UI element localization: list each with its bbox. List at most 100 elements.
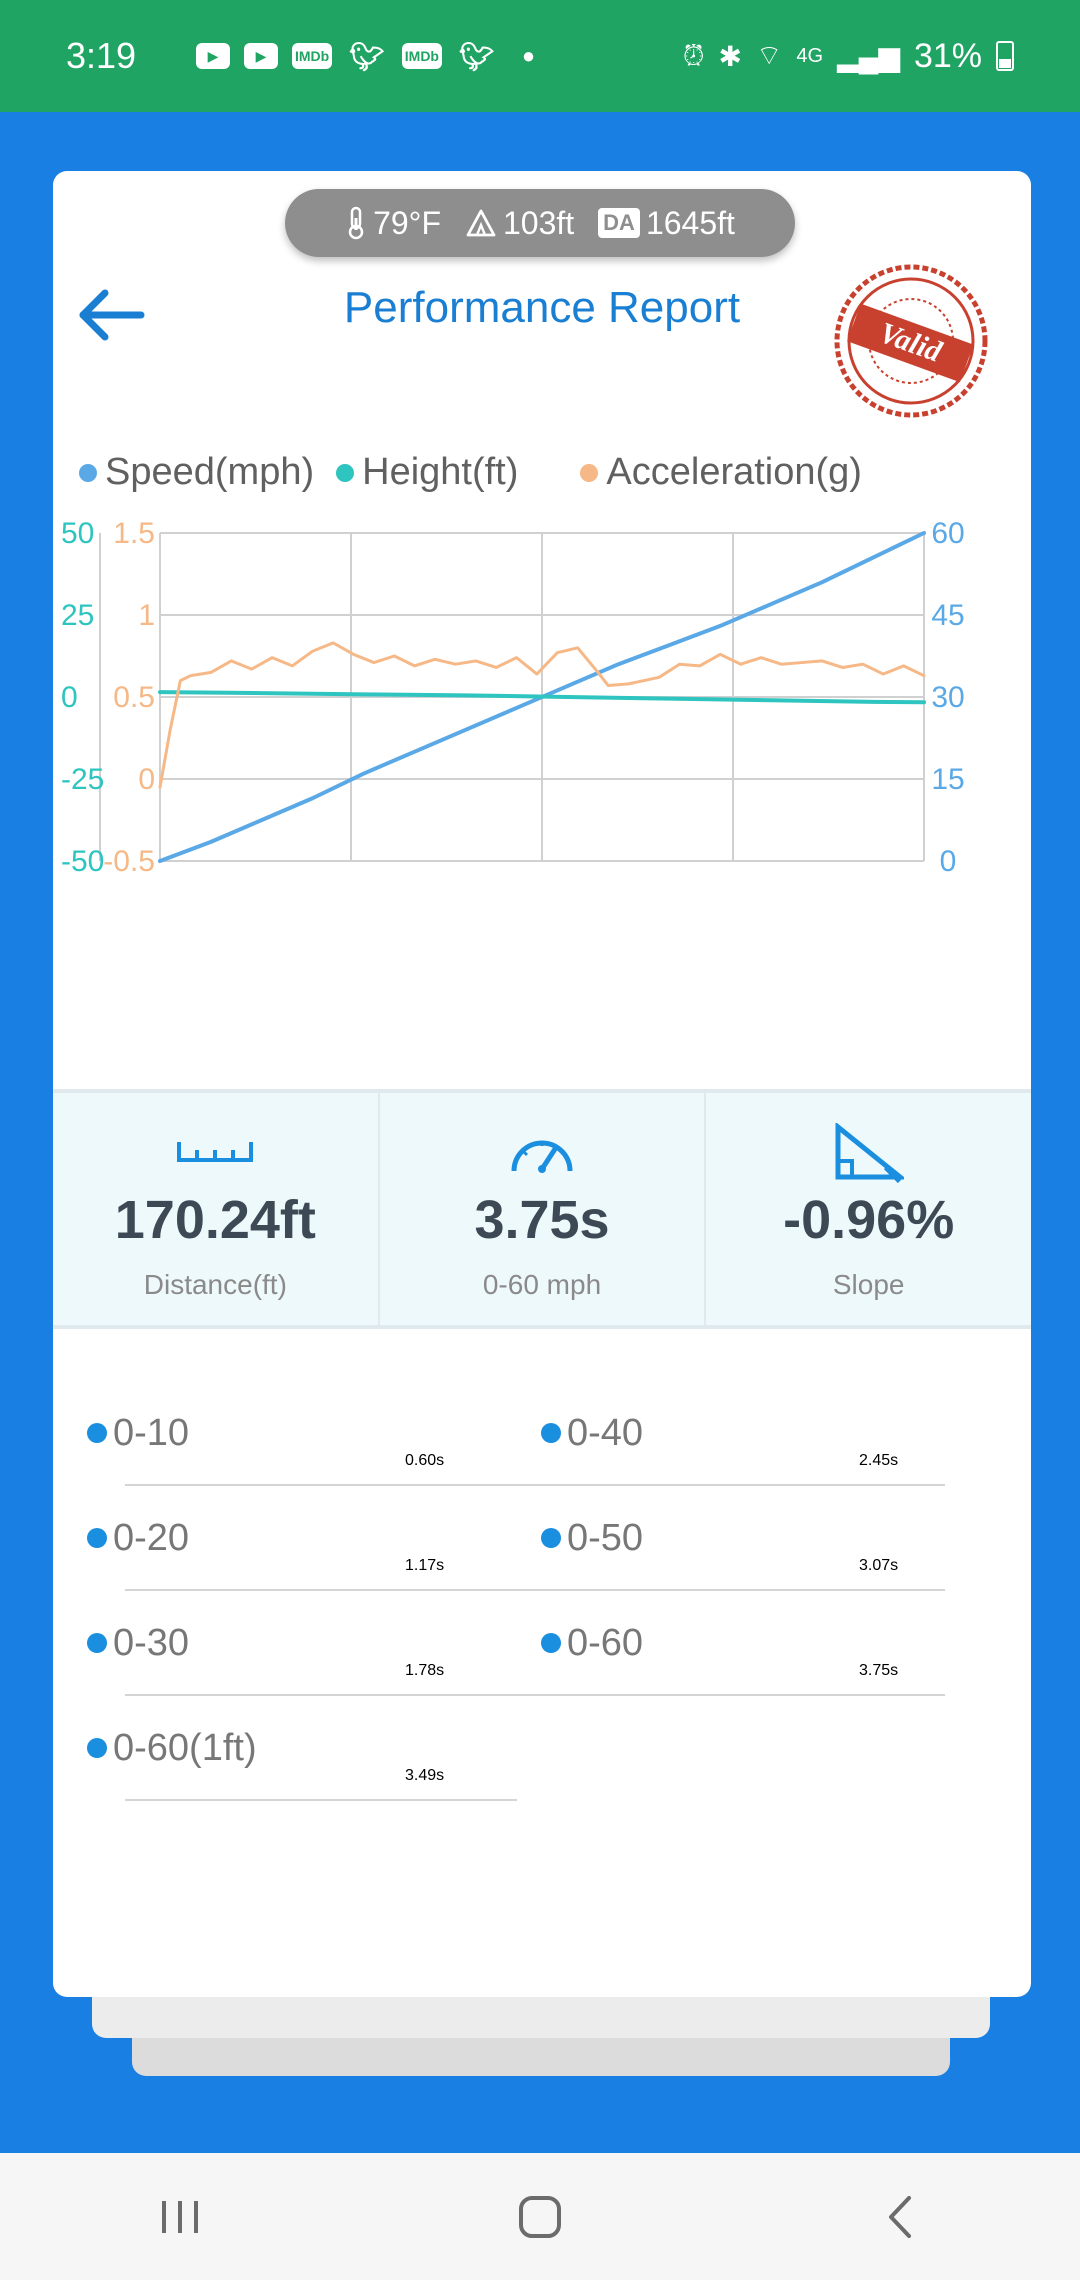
split-bullet-icon bbox=[541, 1633, 561, 1653]
recent-apps-icon bbox=[162, 2200, 198, 2233]
split-item: 0-50 bbox=[541, 1486, 643, 1590]
distance-label: Distance(ft) bbox=[143, 1269, 287, 1300]
speed-axis-tick: 15 bbox=[931, 763, 964, 796]
zero-to-sixty-value: 3.75s bbox=[474, 1190, 610, 1250]
stat-distance: 170.24ft Distance(ft) bbox=[53, 1093, 380, 1325]
recent-apps-button[interactable] bbox=[130, 2177, 230, 2257]
home-button[interactable] bbox=[490, 2177, 590, 2257]
valid-stamp-icon: Valid bbox=[834, 264, 988, 418]
network-type: 4G bbox=[796, 44, 824, 67]
legend-label-speed: Speed(mph) bbox=[105, 451, 315, 493]
height-series-line bbox=[158, 690, 926, 705]
split-name: 0-60 bbox=[567, 1621, 644, 1664]
split-time: 1.78s bbox=[405, 1662, 445, 1679]
status-time: 3:19 bbox=[66, 35, 137, 76]
ruler-icon bbox=[177, 1123, 254, 1183]
youtube-icon: ▶ bbox=[244, 43, 278, 69]
split-item: 0-60 bbox=[541, 1591, 643, 1695]
height-axis-tick: 25 bbox=[61, 599, 94, 632]
density-altitude-item: DA 1645ft bbox=[598, 205, 735, 242]
twitter-icon: 🐦︎ bbox=[458, 40, 495, 72]
bluetooth-icon: ✱ bbox=[718, 40, 743, 72]
stat-slope: -0.96% Slope bbox=[706, 1093, 1031, 1325]
density-altitude-value: 1645ft bbox=[645, 204, 735, 241]
signal-icon: ▂▄▆ bbox=[837, 40, 900, 72]
speed-axis-tick: 60 bbox=[931, 517, 964, 550]
legend-item-speed: Speed(mph) bbox=[79, 451, 314, 494]
height-axis-tick: -50 bbox=[61, 845, 104, 878]
thermometer-icon bbox=[348, 206, 364, 240]
twitter-icon: 🐦︎ bbox=[349, 40, 385, 72]
chevron-left-icon bbox=[889, 2195, 911, 2238]
split-name: 0-30 bbox=[113, 1621, 190, 1664]
split-name: 0-60(1ft) bbox=[113, 1726, 257, 1769]
split-divider bbox=[125, 1694, 945, 1696]
split-time: 3.49s bbox=[405, 1767, 445, 1784]
wifi-icon: ⌔ bbox=[756, 39, 783, 71]
split-item: 0-20 bbox=[87, 1486, 189, 1590]
temperature-item: 79°F bbox=[345, 205, 441, 242]
back-nav-button[interactable] bbox=[850, 2177, 950, 2257]
split-name: 0-50 bbox=[567, 1516, 644, 1559]
split-time: 1.17s bbox=[405, 1557, 445, 1574]
acceleration-axis-tick: 1.5 bbox=[113, 517, 155, 550]
mountain-icon bbox=[466, 209, 496, 237]
battery-level: 31% bbox=[913, 36, 982, 75]
speed-axis-tick: 30 bbox=[931, 681, 964, 714]
split-name: 0-10 bbox=[113, 1411, 190, 1454]
split-bullet-icon bbox=[87, 1528, 107, 1548]
legend-dot-speed bbox=[79, 463, 97, 482]
acceleration-axis-tick: 1 bbox=[138, 599, 155, 632]
navigation-bar bbox=[0, 2153, 1080, 2280]
split-time: 3.07s bbox=[859, 1557, 899, 1574]
split-time: 3.75s bbox=[859, 1662, 899, 1679]
split-item: 0-10 bbox=[87, 1381, 189, 1485]
legend-dot-height bbox=[336, 463, 355, 482]
acceleration-axis-tick: 0 bbox=[138, 763, 155, 796]
imdb-icon: IMDb bbox=[401, 43, 442, 69]
slope-icon bbox=[834, 1123, 904, 1183]
home-icon bbox=[519, 2195, 561, 2238]
split-bullet-icon bbox=[87, 1633, 107, 1653]
speedometer-icon bbox=[509, 1123, 575, 1183]
alarm-icon: ⏰︎ bbox=[682, 39, 705, 71]
acceleration-axis-tick: 0.5 bbox=[113, 681, 155, 714]
arrow-left-icon bbox=[79, 289, 145, 341]
performance-chart: 50 25 0 -25 -50 1.5 1 0.5 0 -0.5 60 45 30 15 0 bbox=[61, 517, 965, 878]
card-stack-shadow bbox=[92, 1990, 990, 2038]
split-item: 0-40 bbox=[541, 1381, 643, 1485]
page-title: Performance Report bbox=[343, 283, 741, 332]
acceleration-series-line bbox=[158, 641, 926, 789]
chart-legend: Speed(mph) Height(ft) Acceleration(g) bbox=[79, 451, 884, 494]
speed-axis-tick: 0 bbox=[940, 845, 957, 878]
slope-value: -0.96% bbox=[783, 1190, 955, 1250]
slope-label: Slope bbox=[832, 1269, 905, 1300]
temperature-value: 79°F bbox=[373, 204, 441, 241]
notification-icons: ▶ ▶ IMDb 🐦︎ IMDb 🐦︎ ● bbox=[196, 40, 546, 72]
dot-icon: ● bbox=[521, 43, 536, 68]
distance-value: 170.24ft bbox=[114, 1190, 316, 1250]
split-bullet-icon bbox=[541, 1423, 561, 1443]
elevation-item: 103ft bbox=[465, 205, 574, 242]
split-divider bbox=[125, 1589, 945, 1591]
environment-pill: 79°F 103ft DA 1645ft bbox=[285, 189, 795, 257]
youtube-icon: ▶ bbox=[196, 43, 230, 69]
legend-dot-acceleration bbox=[580, 463, 599, 482]
split-bullet-icon bbox=[87, 1738, 107, 1758]
battery-icon bbox=[996, 41, 1014, 71]
split-name: 0-40 bbox=[567, 1411, 644, 1454]
height-axis-tick: 50 bbox=[61, 517, 94, 550]
stats-panel: 170.24ft Distance(ft) 3.75s 0-60 mph bbox=[53, 1089, 1031, 1329]
legend-item-acceleration: Acceleration(g) bbox=[580, 451, 862, 494]
split-divider bbox=[125, 1484, 945, 1486]
legend-item-height: Height(ft) bbox=[336, 451, 518, 494]
back-button[interactable] bbox=[71, 275, 151, 355]
split-divider bbox=[125, 1799, 517, 1801]
status-bar: 3:19 ▶ ▶ IMDb 🐦︎ IMDb 🐦︎ ● ⏰︎ ✱ ⌔ 4G ▂▄▆… bbox=[0, 0, 1080, 112]
split-time: 2.45s bbox=[859, 1452, 899, 1469]
legend-label-acceleration: Acceleration(g) bbox=[606, 451, 862, 493]
height-axis-tick: -25 bbox=[61, 763, 104, 796]
split-item: 0-60(1ft) bbox=[87, 1696, 257, 1800]
split-item: 0-30 bbox=[87, 1591, 189, 1695]
elevation-value: 103ft bbox=[503, 204, 575, 241]
